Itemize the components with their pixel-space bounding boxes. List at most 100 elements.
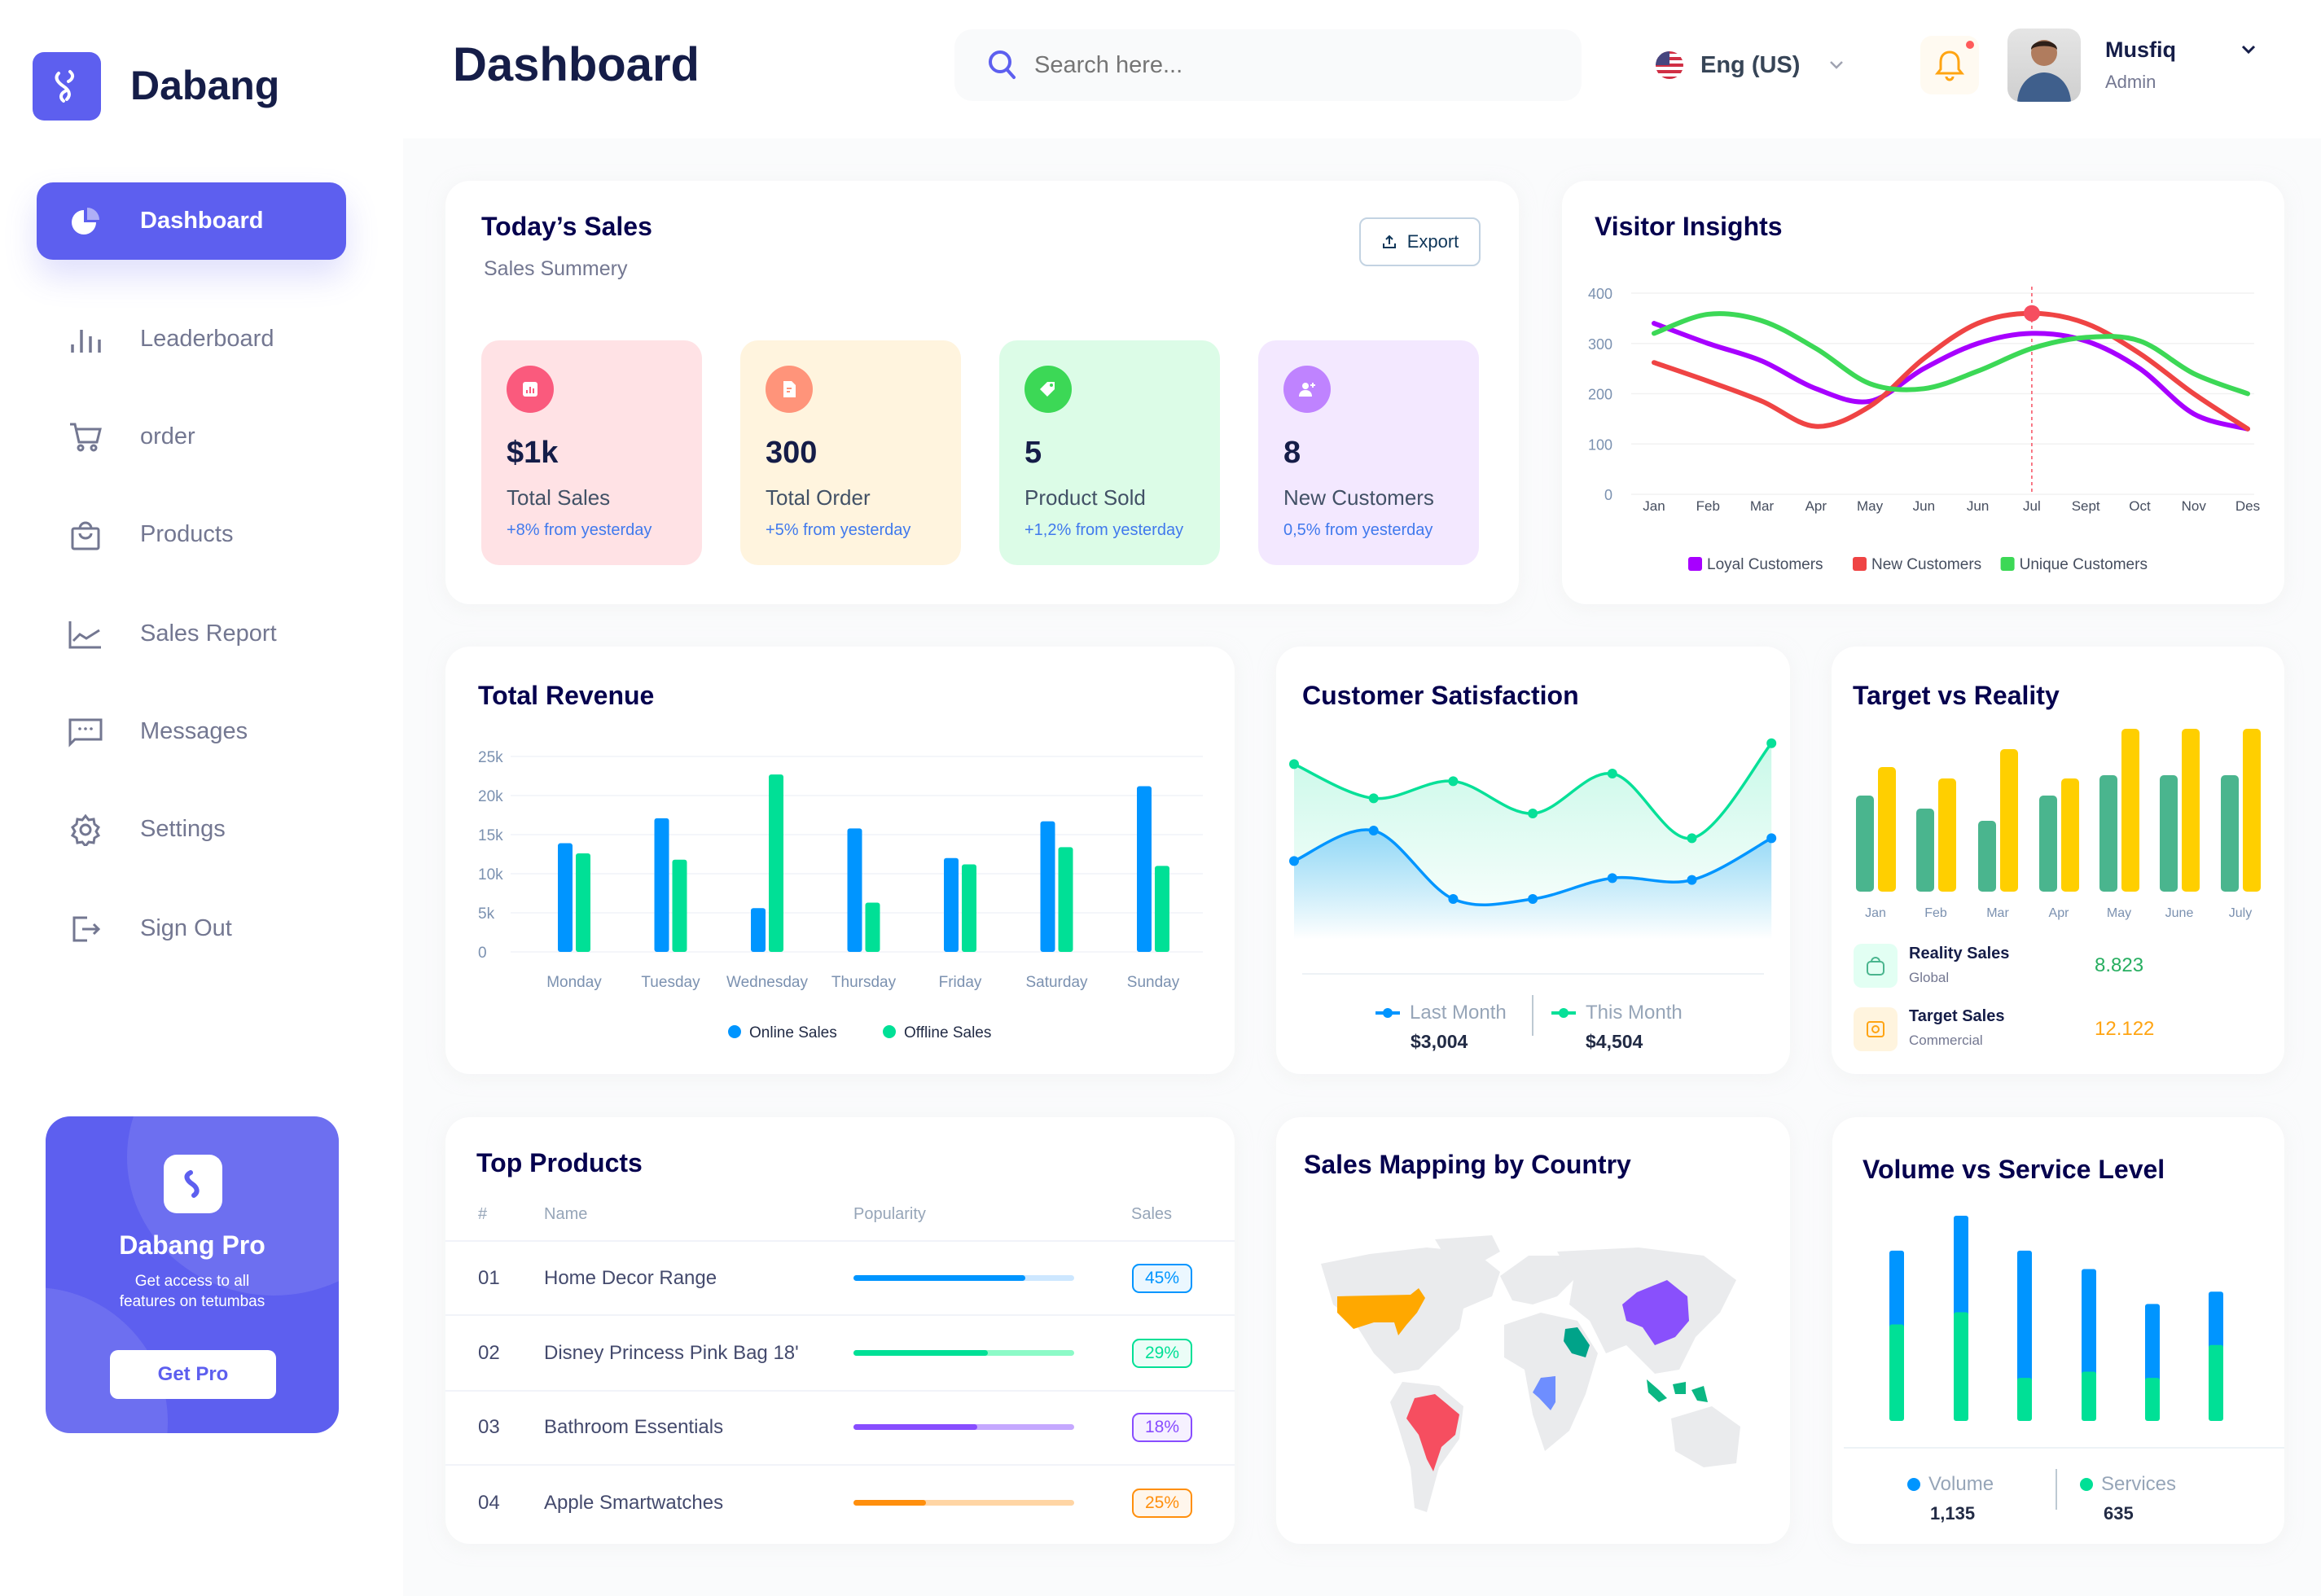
legend-line-icon — [1375, 1008, 1400, 1018]
legend-label: This Month — [1586, 1002, 1683, 1024]
legend-swatch — [1688, 557, 1702, 571]
target-vs-reality-chart: Jan Feb Mar Apr May June July — [1856, 729, 2261, 920]
sidebar-item-settings[interactable]: Settings — [37, 791, 346, 868]
todays-sales-card: Today’s Sales Sales Summery Export $1k To… — [445, 181, 1519, 604]
stat-card-new-customers: 8 New Customers 0,5% from yesterday — [1258, 340, 1479, 565]
sidebar-item-messages[interactable]: Messages — [37, 693, 346, 770]
user-menu-chevron-icon[interactable] — [2240, 44, 2257, 55]
volume-service-card: Volume vs Service Level Volume 1,135 Ser… — [1832, 1117, 2284, 1544]
bar-volume — [2017, 1250, 2032, 1383]
top-products-card: Top Products # Name Popularity Sales 01 H… — [445, 1117, 1235, 1544]
sidebar: Dabang Dashboard Leaderboard order Produ… — [0, 0, 403, 1596]
avatar[interactable] — [2007, 28, 2081, 102]
stat-label: New Customers — [1283, 485, 1434, 510]
language-label: Eng (US) — [1700, 51, 1801, 78]
legend-dot — [883, 1025, 896, 1038]
popularity-bar — [853, 1424, 1074, 1430]
sidebar-item-dashboard[interactable]: Dashboard — [37, 182, 346, 260]
stat-card-total-sales: $1k Total Sales +8% from yesterday — [481, 340, 702, 565]
bag-icon — [1854, 944, 1898, 988]
highlight-brazil — [1406, 1394, 1459, 1471]
y-tick-label: 15k — [478, 827, 503, 844]
popularity-bar — [853, 1500, 1074, 1506]
greenland — [1435, 1235, 1500, 1268]
search-bar[interactable] — [954, 29, 1582, 101]
cart-icon — [68, 419, 103, 455]
y-tick-label: 300 — [1588, 336, 1612, 353]
sidebar-item-label: Dashboard — [140, 208, 264, 234]
sidebar-item-label: Leaderboard — [140, 326, 274, 352]
highlight-usa — [1337, 1288, 1425, 1335]
data-point — [1528, 809, 1538, 819]
customer-satisfaction-card: Customer Satisfaction Last Month $3,004 … — [1276, 647, 1790, 1074]
bar-services — [2017, 1378, 2032, 1421]
stat-value: 300 — [766, 436, 818, 470]
data-point — [1766, 738, 1777, 748]
x-tick-label: Thursday — [831, 974, 897, 991]
visitor-insights-chart: 0 100 200 300 400 Jan Feb Mar Apr May Jun Jun Jul Sep… — [1588, 286, 2260, 573]
logo-icon — [55, 70, 75, 103]
bar-target-sales — [2061, 778, 2079, 892]
x-tick-label: Mar — [1750, 498, 1775, 514]
bar-offline-sales — [769, 774, 783, 952]
bar-reality-sales — [2039, 796, 2057, 892]
stat-label: Total Sales — [507, 485, 611, 510]
bar-offline-sales — [865, 902, 880, 952]
europe — [1500, 1256, 1573, 1304]
brand-name: Dabang — [130, 63, 280, 108]
sales-badge: 25% — [1132, 1489, 1192, 1518]
bar-online-sales — [944, 857, 959, 952]
stat-card-product-sold: 5 Product Sold +1,2% from yesterday — [999, 340, 1220, 565]
bar-online-sales — [1137, 786, 1152, 952]
product-number: 03 — [478, 1416, 500, 1438]
x-tick-label: Sept — [2072, 498, 2100, 514]
card-title: Top Products — [476, 1148, 643, 1177]
notifications-button[interactable] — [1920, 36, 1979, 94]
bar-online-sales — [751, 908, 766, 952]
card-title: Visitor Insights — [1595, 212, 1783, 241]
sidebar-item-order[interactable]: order — [37, 398, 346, 476]
bar-services — [2082, 1371, 2096, 1421]
highlight-indonesia — [1647, 1379, 1708, 1402]
bar-volume — [2082, 1269, 2096, 1377]
stat-change: +1,2% from yesterday — [1024, 521, 1184, 539]
stat-card-total-order: 300 Total Order +5% from yesterday — [740, 340, 961, 565]
search-input[interactable] — [1034, 51, 1523, 79]
x-tick-label: July — [2229, 906, 2252, 920]
column-header-number: # — [478, 1205, 488, 1223]
logo[interactable] — [33, 52, 101, 121]
legend-swatch — [2000, 557, 2015, 571]
series-line-loyal-customers — [1652, 321, 2250, 432]
language-selector[interactable]: Eng (US) — [1655, 50, 1844, 80]
sidebar-item-sales-report[interactable]: Sales Report — [37, 595, 346, 673]
notification-dot — [1966, 41, 1974, 49]
reality-sales-value: 8.823 — [2095, 954, 2144, 976]
bar-services — [2145, 1378, 2160, 1421]
sidebar-item-leaderboard[interactable]: Leaderboard — [37, 300, 346, 378]
bar-offline-sales — [672, 859, 687, 952]
x-tick-label: Oct — [2129, 498, 2151, 514]
sales-badge: 18% — [1132, 1413, 1192, 1442]
get-pro-button[interactable]: Get Pro — [110, 1350, 276, 1399]
data-point — [1607, 769, 1617, 779]
bar-reality-sales — [2099, 775, 2117, 892]
bar-reality-sales — [1978, 821, 1996, 892]
export-button[interactable]: Export — [1359, 217, 1481, 266]
legend-line-icon — [1551, 1008, 1576, 1018]
column-header-popularity: Popularity — [853, 1205, 926, 1223]
australia — [1671, 1406, 1740, 1467]
bar-online-sales — [558, 843, 573, 952]
area-fill-last-month — [1294, 829, 1772, 940]
y-tick-label: 25k — [478, 749, 503, 766]
sidebar-item-sign-out[interactable]: Sign Out — [37, 890, 346, 967]
sidebar-item-products[interactable]: Products — [37, 496, 346, 573]
bar-volume — [1889, 1250, 1904, 1330]
product-name: Disney Princess Pink Bag 18' — [544, 1342, 799, 1364]
stat-change: +5% from yesterday — [766, 521, 911, 539]
x-tick-label: Wednesday — [726, 974, 808, 991]
chevron-down-icon — [1830, 61, 1844, 69]
promo-text-line2: features on tetumbas — [119, 1293, 265, 1310]
highlight-china — [1622, 1280, 1689, 1345]
volume-value: 1,135 — [1930, 1503, 1976, 1524]
legend-label: Online Sales — [749, 1024, 837, 1041]
